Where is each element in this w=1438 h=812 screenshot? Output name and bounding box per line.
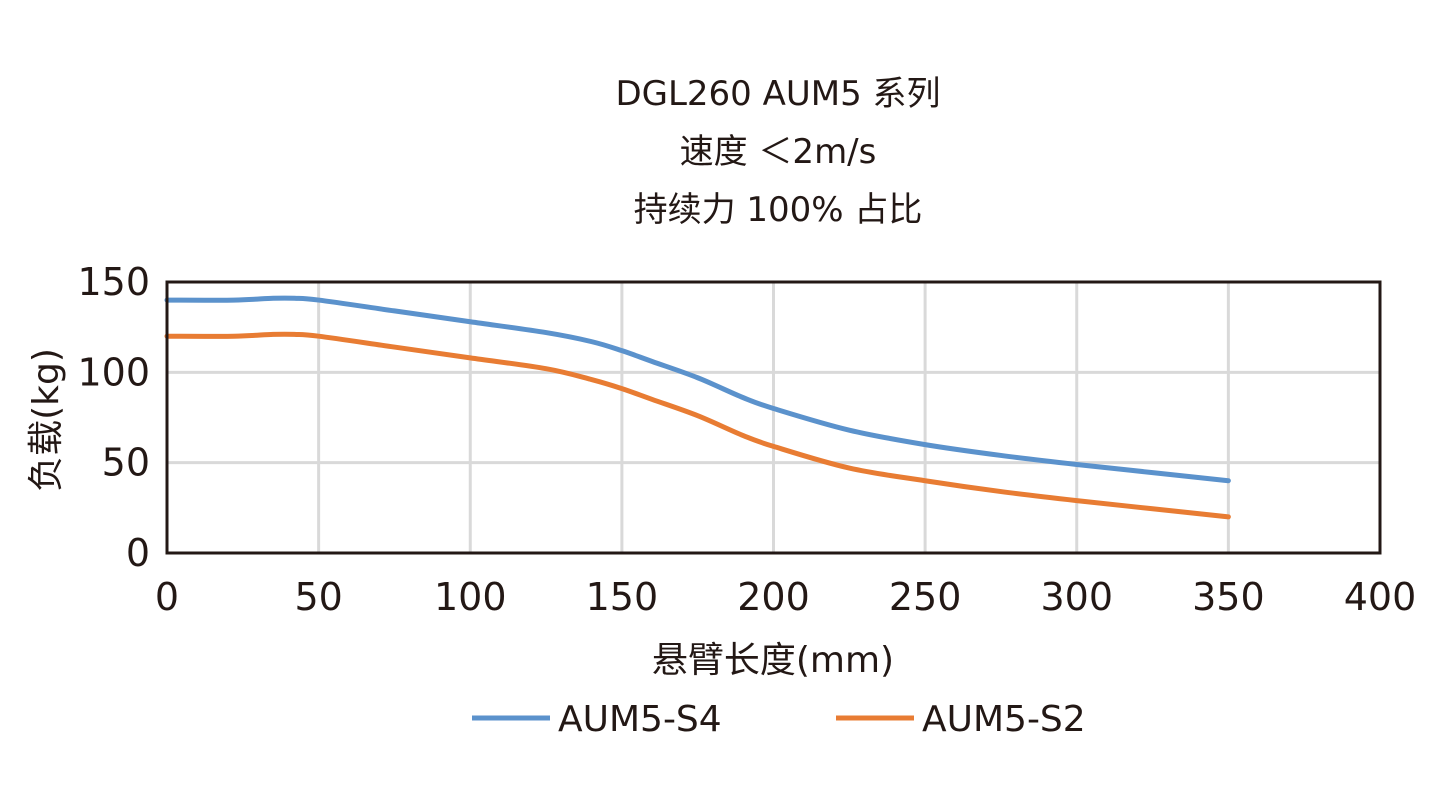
y-axis-label: 负载(kg) — [26, 348, 67, 492]
x-tick-label: 150 — [586, 575, 659, 619]
series-lines — [164, 295, 1231, 520]
x-tick-labels: 0 50 100 150 200 250 300 350 400 — [155, 575, 1416, 619]
plot-frame — [165, 280, 1382, 555]
y-tick-label: 150 — [77, 260, 150, 304]
series-line-aum5-s2 — [164, 331, 1231, 520]
x-tick-label: 250 — [889, 575, 962, 619]
chart-title-line: 持续力 100% 占比 — [634, 190, 923, 230]
chart-title-line: 速度 ＜2m/s — [680, 132, 877, 172]
series-line-aum5-s4 — [164, 295, 1231, 484]
y-tick-label: 0 — [126, 531, 150, 575]
x-tick-label: 50 — [294, 575, 342, 619]
gridlines — [167, 282, 1380, 553]
x-tick-label: 0 — [155, 575, 179, 619]
x-tick-label: 400 — [1344, 575, 1417, 619]
legend-label: AUM5-S4 — [558, 699, 722, 740]
legend-label: AUM5-S2 — [922, 699, 1086, 740]
x-tick-label: 200 — [737, 575, 810, 619]
x-axis-label: 悬臂长度(mm) — [652, 640, 894, 681]
x-tick-label: 100 — [434, 575, 507, 619]
x-tick-label: 350 — [1192, 575, 1265, 619]
x-tick-label: 300 — [1040, 575, 1113, 619]
y-tick-label: 100 — [77, 350, 150, 394]
y-tick-label: 50 — [102, 441, 150, 485]
y-tick-labels: 0 50 100 150 — [77, 260, 150, 575]
legend: AUM5-S4 AUM5-S2 — [472, 699, 1086, 740]
chart-title-line: DGL260 AUM5 系列 — [615, 74, 940, 114]
